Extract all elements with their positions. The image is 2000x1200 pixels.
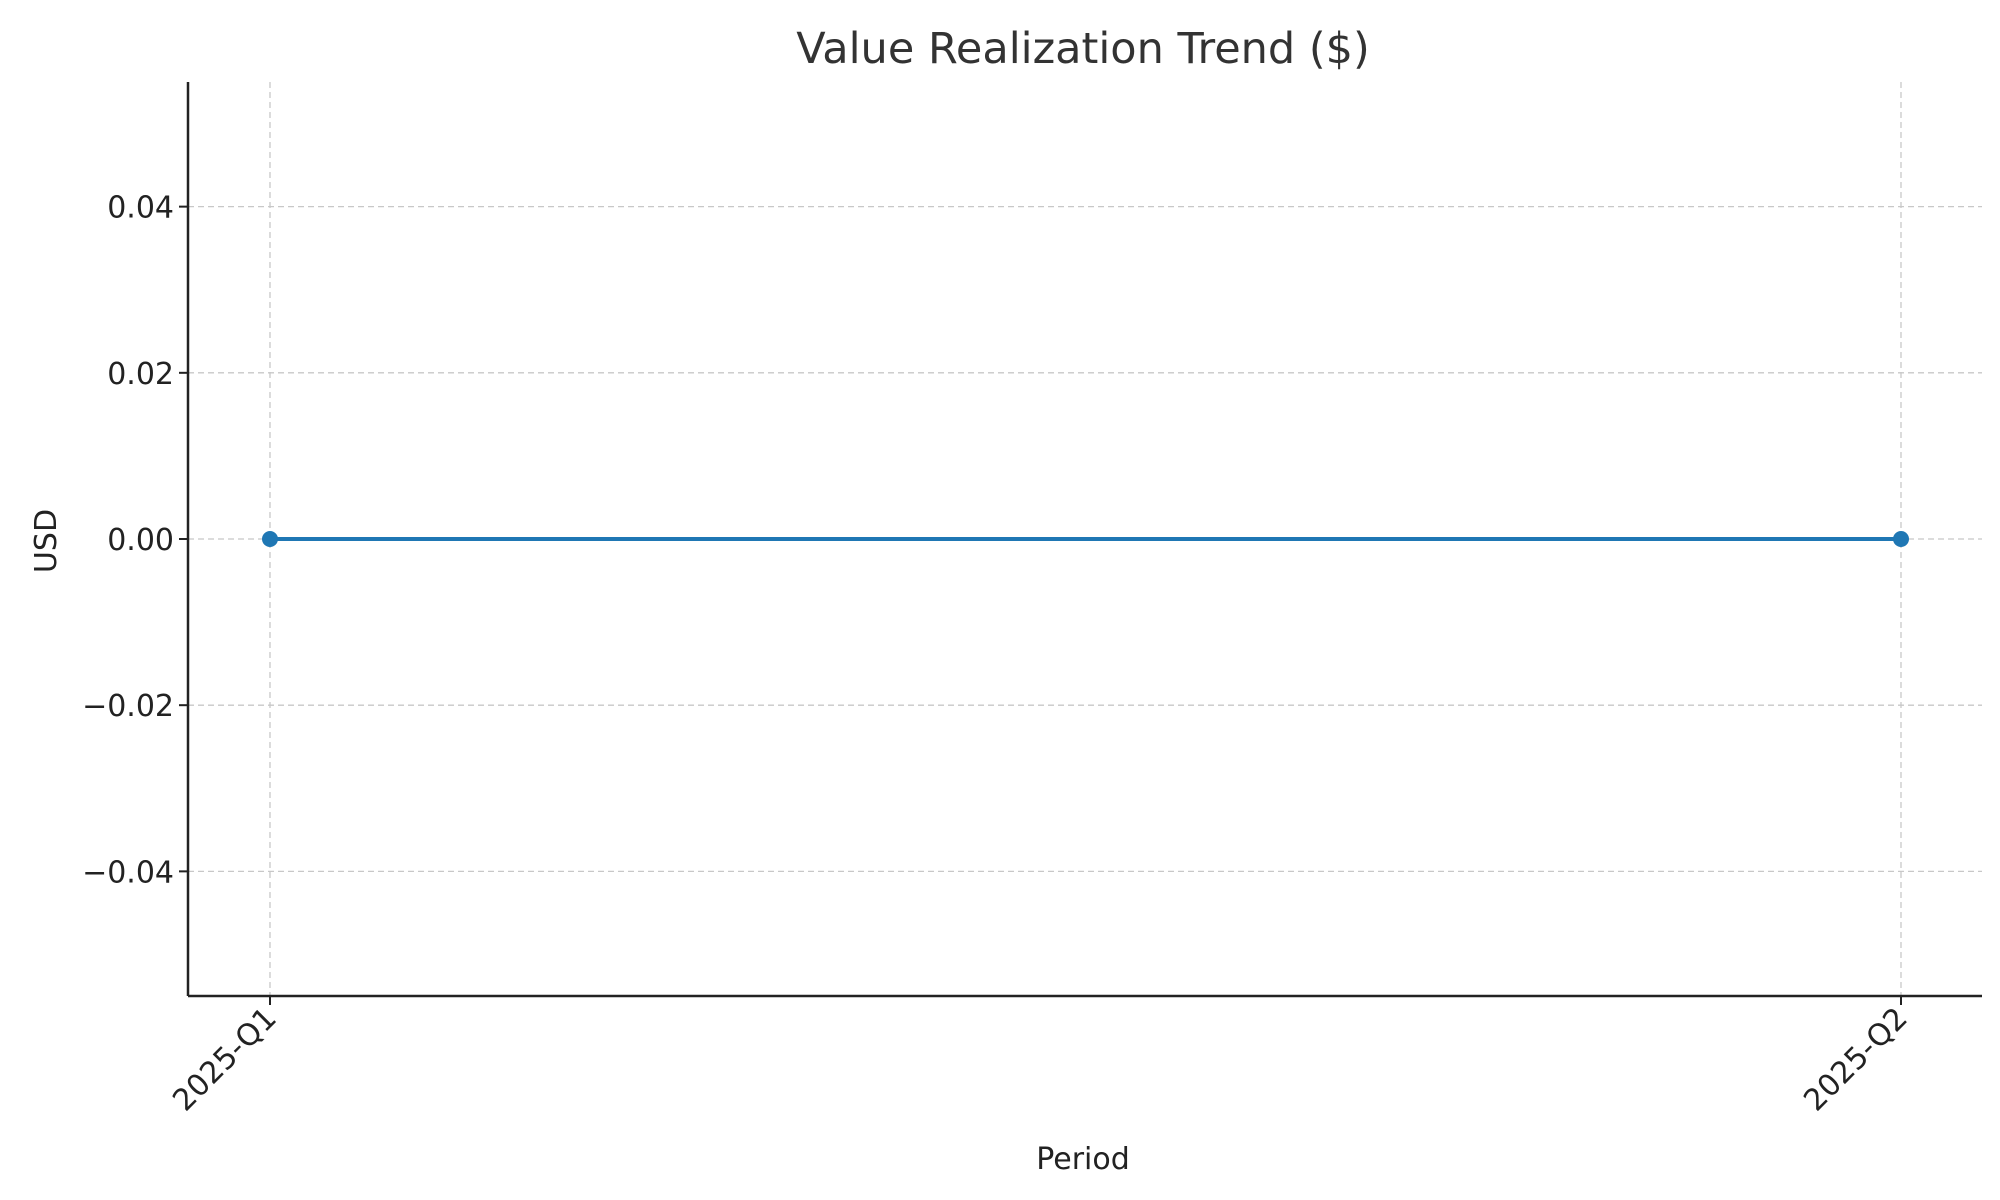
y-tick-label: −0.04: [82, 855, 174, 890]
x-tick-label: 2025-Q1: [166, 1001, 283, 1118]
x-axis-label: Period: [1036, 1142, 1130, 1177]
data-point-marker: [262, 531, 278, 547]
y-tick-label: 0.04: [107, 191, 174, 226]
data-point-marker: [1893, 531, 1909, 547]
y-tick-label: 0.02: [107, 357, 174, 392]
y-axis-label: USD: [29, 509, 64, 573]
y-tick-label: −0.02: [82, 689, 174, 724]
x-tick-label: 2025-Q2: [1797, 1001, 1914, 1118]
chart-title: Value Realization Trend ($): [796, 24, 1370, 74]
series-layer: [262, 531, 1909, 547]
y-tick-label: 0.00: [107, 523, 174, 558]
tick-labels: 0.04 0.02 0.00 −0.02 −0.04 2025-Q1 2025-Q2: [82, 191, 1915, 1119]
axes: [179, 82, 1982, 1005]
